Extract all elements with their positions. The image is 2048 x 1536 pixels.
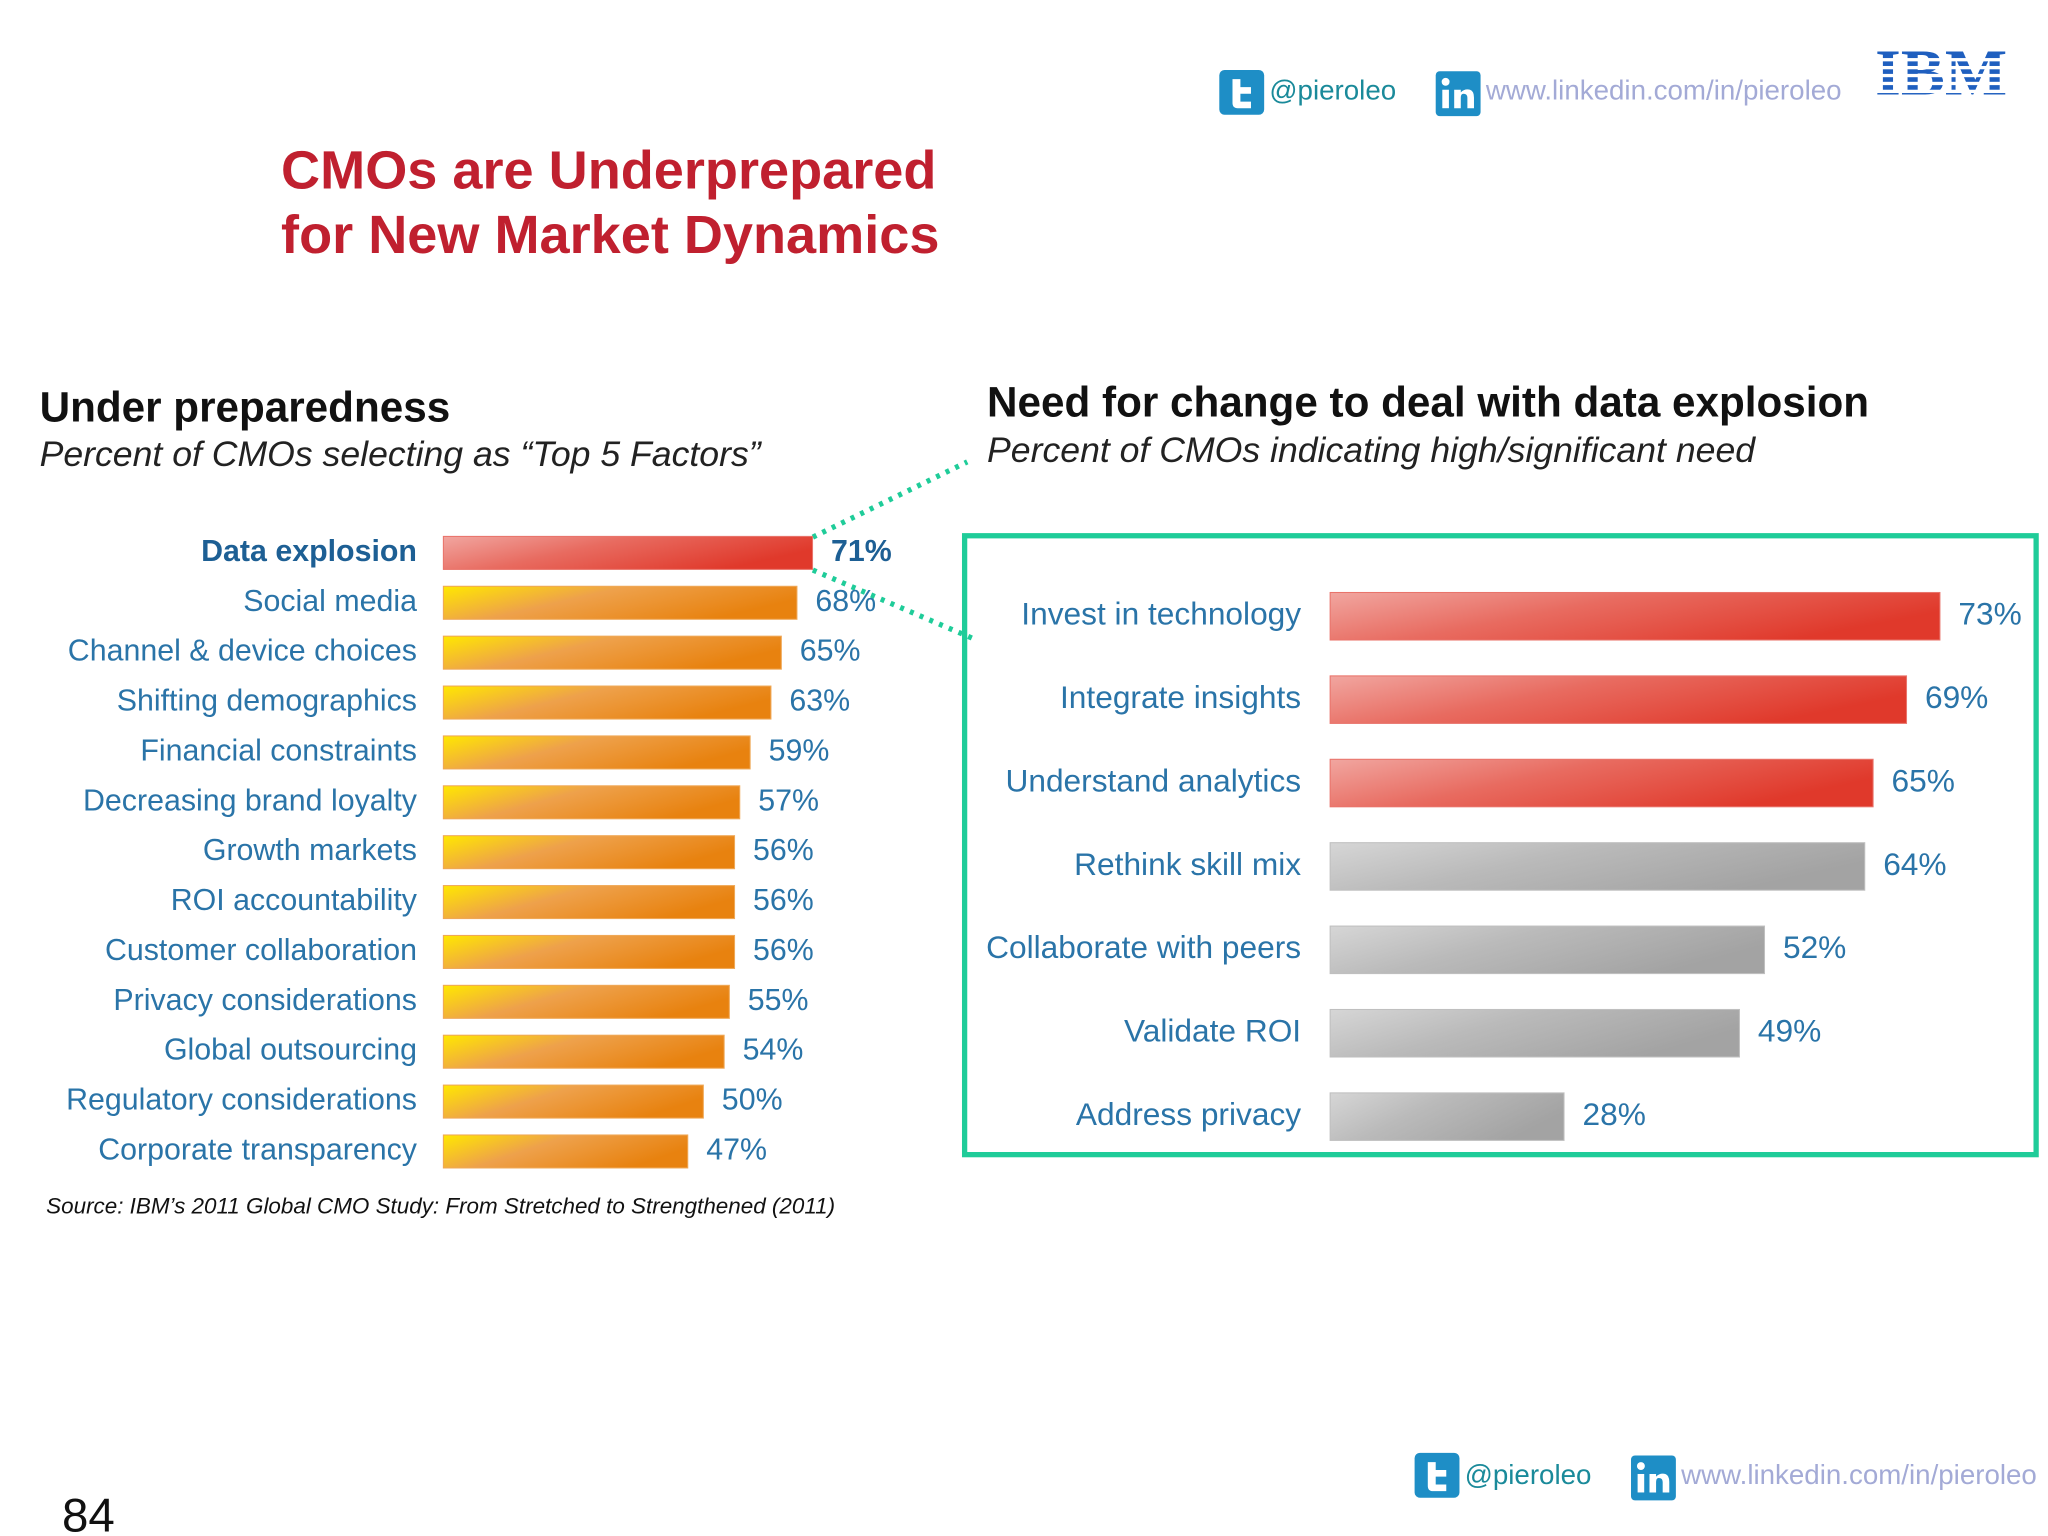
value-label: 49% xyxy=(1758,1013,1821,1049)
linkedin-icon xyxy=(1435,71,1481,117)
category-label: Collaborate with peers xyxy=(986,929,1301,965)
bar xyxy=(442,984,730,1019)
value-label: 63% xyxy=(789,685,850,718)
twitter-icon xyxy=(1414,1452,1460,1498)
category-label: Global outsourcing xyxy=(164,1034,417,1067)
bar xyxy=(442,535,814,570)
category-label: Data explosion xyxy=(201,535,417,568)
value-label: 65% xyxy=(1892,762,1955,798)
bar xyxy=(442,685,772,720)
category-label: Invest in technology xyxy=(1021,596,1301,632)
bar xyxy=(442,785,741,820)
charts: Data explosion 71% Social media 68% Channel … xyxy=(66,535,2022,1169)
linkedin-url: www.linkedin.com/in/pieroleo xyxy=(1485,75,1842,106)
bar xyxy=(442,934,736,969)
connector xyxy=(811,459,969,540)
page-number: 84 xyxy=(62,1489,115,1536)
bar xyxy=(442,885,736,920)
bar xyxy=(1329,675,1908,724)
value-label: 69% xyxy=(1925,679,1988,715)
category-label: Validate ROI xyxy=(1124,1013,1301,1049)
value-label: 47% xyxy=(706,1133,767,1166)
chart-title: Need for change to deal with data explos… xyxy=(987,378,1869,425)
value-label: 65% xyxy=(800,635,861,668)
value-label: 57% xyxy=(758,784,819,817)
category-label: Privacy considerations xyxy=(113,984,417,1017)
twitter-handle: @pieroleo xyxy=(1465,1459,1592,1490)
bar xyxy=(1329,1008,1740,1058)
value-label: 68% xyxy=(815,585,876,618)
category-label: Shifting demographics xyxy=(117,685,417,718)
source: Source: IBM’s 2011 Global CMO Study: Fro… xyxy=(46,1193,835,1218)
category-label: Growth markets xyxy=(203,834,417,867)
category-label: Rethink skill mix xyxy=(1074,846,1301,882)
bar xyxy=(442,835,736,870)
chart-title: Under preparedness xyxy=(40,384,451,431)
category-label: Understand analytics xyxy=(1005,762,1301,798)
bar xyxy=(442,585,798,620)
bar xyxy=(442,1084,704,1119)
bar xyxy=(1329,842,1866,891)
category-label: Corporate transparency xyxy=(98,1133,418,1166)
bar xyxy=(1329,1092,1565,1141)
bar xyxy=(442,1034,725,1069)
bar xyxy=(1329,925,1766,975)
bar xyxy=(1329,758,1874,808)
bar xyxy=(1329,591,1941,641)
value-label: 56% xyxy=(753,834,814,867)
category-label: Channel & device choices xyxy=(68,635,417,668)
value-label: 59% xyxy=(769,734,830,767)
category-label: Financial constraints xyxy=(140,734,417,767)
bar xyxy=(442,635,782,670)
bar xyxy=(442,735,751,770)
category-label: Social media xyxy=(243,585,417,618)
twitter-handle: @pieroleo xyxy=(1269,75,1396,106)
linkedin-icon xyxy=(1631,1455,1676,1501)
chart-subtitle: Percent of CMOs indicating high/signific… xyxy=(987,430,1756,470)
slide-title: for New Market Dynamics xyxy=(281,205,939,265)
value-label: 56% xyxy=(753,884,814,917)
category-label: Regulatory considerations xyxy=(66,1084,417,1117)
twitter-icon xyxy=(1219,69,1265,115)
category-label: Decreasing brand loyalty xyxy=(83,784,418,817)
category-label: ROI accountability xyxy=(171,884,418,917)
value-label: 50% xyxy=(722,1084,783,1117)
value-label: 64% xyxy=(1883,846,1946,882)
logo: IBM xyxy=(1875,36,2007,109)
category-label: Address privacy xyxy=(1076,1096,1301,1132)
value-label: 56% xyxy=(753,934,814,967)
bar xyxy=(442,1134,689,1169)
logo-stripes xyxy=(1867,58,2016,101)
value-label: 28% xyxy=(1583,1096,1646,1132)
value-label: 73% xyxy=(1958,596,2021,632)
chart-subtitle: Percent of CMOs selecting as “Top 5 Fact… xyxy=(40,434,763,474)
connector xyxy=(811,567,978,643)
category-label: Integrate insights xyxy=(1060,679,1301,715)
value-label: 54% xyxy=(743,1034,804,1067)
linkedin-url: www.linkedin.com/in/pieroleo xyxy=(1680,1459,2037,1490)
highlight-box xyxy=(961,533,2039,1158)
value-label: 71% xyxy=(831,535,892,568)
slide-title: CMOs are Underprepared xyxy=(281,140,936,200)
value-label: 52% xyxy=(1783,929,1846,965)
category-label: Customer collaboration xyxy=(105,934,417,967)
value-label: 55% xyxy=(748,984,809,1017)
